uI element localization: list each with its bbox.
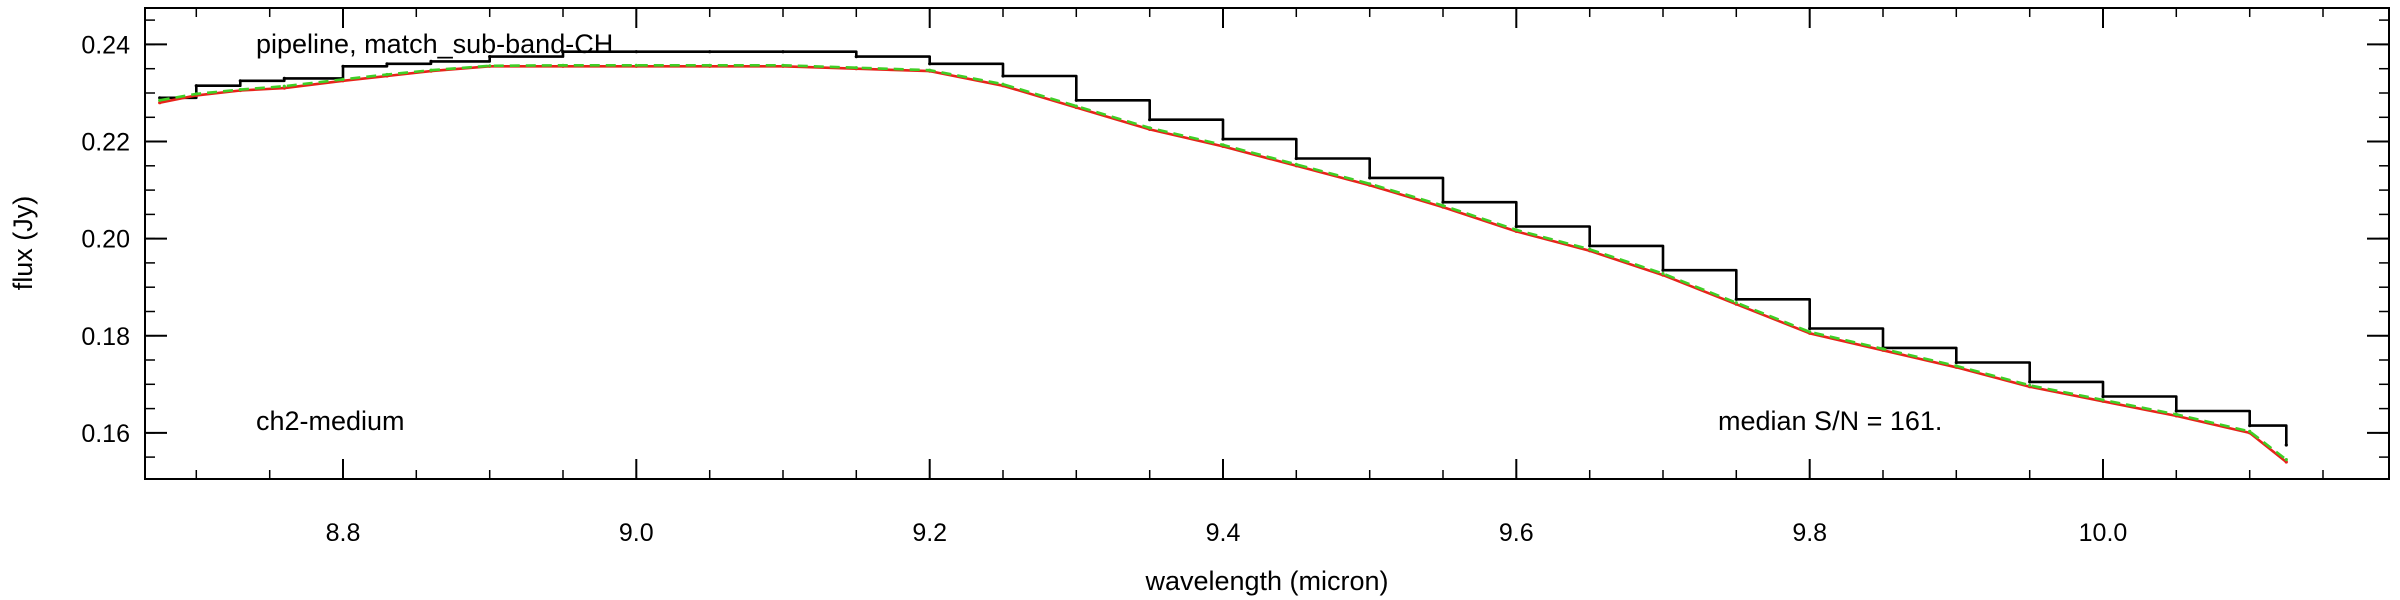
- series-1-point: [2101, 394, 2105, 399]
- x-axis-label: wavelength (micron): [1144, 566, 1388, 596]
- series-1-point: [385, 62, 389, 66]
- series-1-point: [928, 62, 932, 66]
- series-layer: [158, 50, 2288, 464]
- series-3-point: [2284, 458, 2288, 462]
- annotation-bottom-left: ch2-medium: [256, 406, 405, 436]
- y-tick-label: 0.16: [81, 420, 130, 448]
- series-1-point: [1441, 200, 1445, 204]
- series-1-point: [341, 64, 345, 68]
- series-1-point: [1588, 244, 1592, 248]
- x-tick-label: 9.8: [1792, 519, 1827, 547]
- series-3-point: [1881, 347, 1885, 351]
- series-3-point: [2101, 398, 2105, 402]
- x-tick-label: 10.0: [2079, 519, 2128, 547]
- series-3-point: [781, 63, 785, 67]
- y-tick-label: 0.22: [81, 129, 130, 157]
- series-1-point: [282, 76, 286, 80]
- series-line-1: [159, 50, 2288, 445]
- series-3-point: [238, 88, 242, 92]
- series-1-point: [1954, 360, 1958, 365]
- series-3-point: [1294, 162, 1298, 166]
- series-3-point: [1221, 143, 1225, 147]
- series-3-point: [158, 98, 162, 102]
- series-1-point: [634, 50, 638, 54]
- axis-tick-labels: 8.8 9.0 9.2 9.4 9.6 9.8 10.0 0.16 0.18 0.20 0.22 0.…: [81, 31, 2127, 547]
- series-1-point: [1734, 297, 1738, 301]
- series-1-point: [1074, 98, 1078, 102]
- y-tick-label: 0.24: [81, 31, 130, 59]
- series-1-point: [2284, 443, 2288, 447]
- series-1-point: [1221, 137, 1225, 141]
- y-tick-label: 0.20: [81, 226, 130, 254]
- series-3-point: [488, 64, 492, 68]
- y-axis-label: flux (Jy): [8, 196, 38, 291]
- y-tick-label: 0.18: [81, 323, 130, 351]
- series-1-point: [2248, 424, 2252, 428]
- series-1-point: [708, 50, 712, 54]
- series-3-point: [2174, 412, 2178, 416]
- plot-frame: [144, 7, 2390, 480]
- series-3-point: [1368, 182, 1372, 186]
- series-3-point: [341, 77, 345, 81]
- series-3-point: [1441, 204, 1445, 208]
- series-3-point: [2028, 383, 2032, 387]
- series-1-point: [2028, 380, 2032, 384]
- series-3-point: [1954, 364, 1958, 368]
- series-3-point: [928, 68, 932, 72]
- x-tick-label: 8.8: [326, 519, 361, 547]
- series-1-point: [1368, 176, 1372, 180]
- series-1-point: [1514, 224, 1518, 229]
- series-1-point: [158, 96, 162, 100]
- series-3-point: [1661, 272, 1665, 276]
- series-3-point: [1734, 301, 1738, 305]
- series-1-point: [2174, 409, 2178, 413]
- series-1-point: [1148, 118, 1152, 122]
- annotation-top-left: pipeline, match_sub-band-CH: [256, 29, 613, 59]
- series-3-point: [854, 66, 858, 70]
- series-2-point: [2284, 460, 2288, 464]
- series-1-point: [1001, 74, 1005, 78]
- series-1-point: [854, 55, 858, 59]
- series-3-point: [1588, 247, 1592, 251]
- series-1-point: [1294, 156, 1298, 161]
- series-3-point: [194, 92, 198, 96]
- x-tick-label: 9.4: [1206, 519, 1241, 547]
- series-3-point: [282, 84, 286, 88]
- x-tick-label: 9.2: [912, 519, 947, 547]
- x-tick-label: 9.6: [1499, 519, 1534, 547]
- series-3-point: [429, 68, 433, 72]
- series-3-point: [1808, 330, 1812, 334]
- series-1-point: [194, 84, 198, 88]
- series-3-point: [708, 63, 712, 67]
- series-3-point: [385, 72, 389, 77]
- annotation-bottom-right: median S/N = 161.: [1718, 406, 1942, 436]
- series-1-point: [781, 50, 785, 54]
- series-1-point: [488, 55, 492, 59]
- series-3-point: [2248, 429, 2252, 433]
- series-3-point: [634, 63, 638, 67]
- series-1-point: [238, 79, 242, 83]
- series-1-point: [429, 59, 433, 64]
- series-3-point: [561, 63, 565, 67]
- series-2-point: [158, 101, 162, 105]
- x-tick-label: 9.0: [619, 519, 654, 547]
- series-3-point: [1148, 126, 1152, 130]
- series-3-point: [1001, 82, 1005, 86]
- series-3-point: [1074, 104, 1078, 108]
- series-1-point: [1808, 326, 1812, 331]
- series-1-point: [1661, 268, 1665, 272]
- series-1-point: [561, 50, 565, 54]
- series-3-point: [1514, 228, 1518, 232]
- axis-ticks: [145, 8, 2389, 479]
